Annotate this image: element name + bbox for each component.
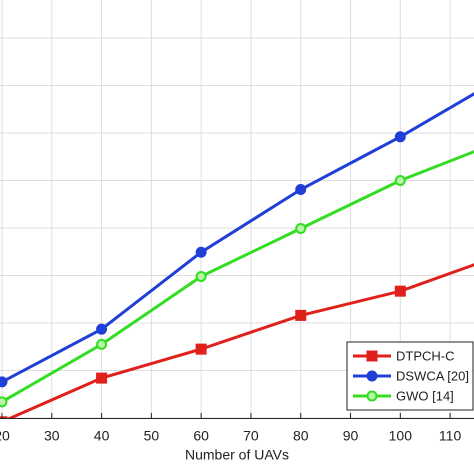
x-tick-label: 70	[243, 428, 259, 444]
legend-marker	[366, 390, 378, 402]
legend-marker	[366, 370, 378, 382]
marker	[0, 396, 8, 408]
marker	[295, 309, 307, 321]
marker	[96, 323, 108, 335]
series-line	[1, 150, 474, 404]
series-line	[1, 92, 474, 384]
marker	[195, 246, 207, 258]
marker	[96, 372, 108, 384]
legend-label: DSWCA [20]	[396, 368, 469, 383]
legend: DTPCH-C DSWCA [20] GWO [14]	[346, 341, 474, 411]
series-line	[4, 263, 474, 419]
x-axis-label: Number of UAVs	[185, 447, 289, 463]
marker	[195, 270, 207, 282]
x-tick-label: 90	[343, 428, 359, 444]
x-tick-label: 20	[0, 428, 10, 444]
x-tick-label: 110	[439, 428, 462, 444]
x-tick-label: 60	[193, 428, 209, 444]
x-tick-label: 40	[94, 428, 110, 444]
marker	[195, 343, 207, 355]
plot-area	[0, 92, 474, 419]
marker	[394, 131, 406, 143]
legend-label: DTPCH-C	[396, 348, 455, 363]
marker	[96, 338, 108, 350]
x-tick-label: 80	[293, 428, 309, 444]
legend-marker	[366, 350, 378, 362]
x-tick-label: 50	[144, 428, 160, 444]
x-tick-label: 30	[44, 428, 60, 444]
marker	[0, 376, 8, 388]
marker	[295, 222, 307, 234]
marker	[394, 175, 406, 186]
axes: 0123456782030405060708090100110	[0, 413, 474, 444]
x-tick-label: 100	[389, 428, 413, 444]
marker	[295, 184, 307, 196]
legend-label: GWO [14]	[396, 388, 454, 403]
marker	[394, 285, 406, 297]
